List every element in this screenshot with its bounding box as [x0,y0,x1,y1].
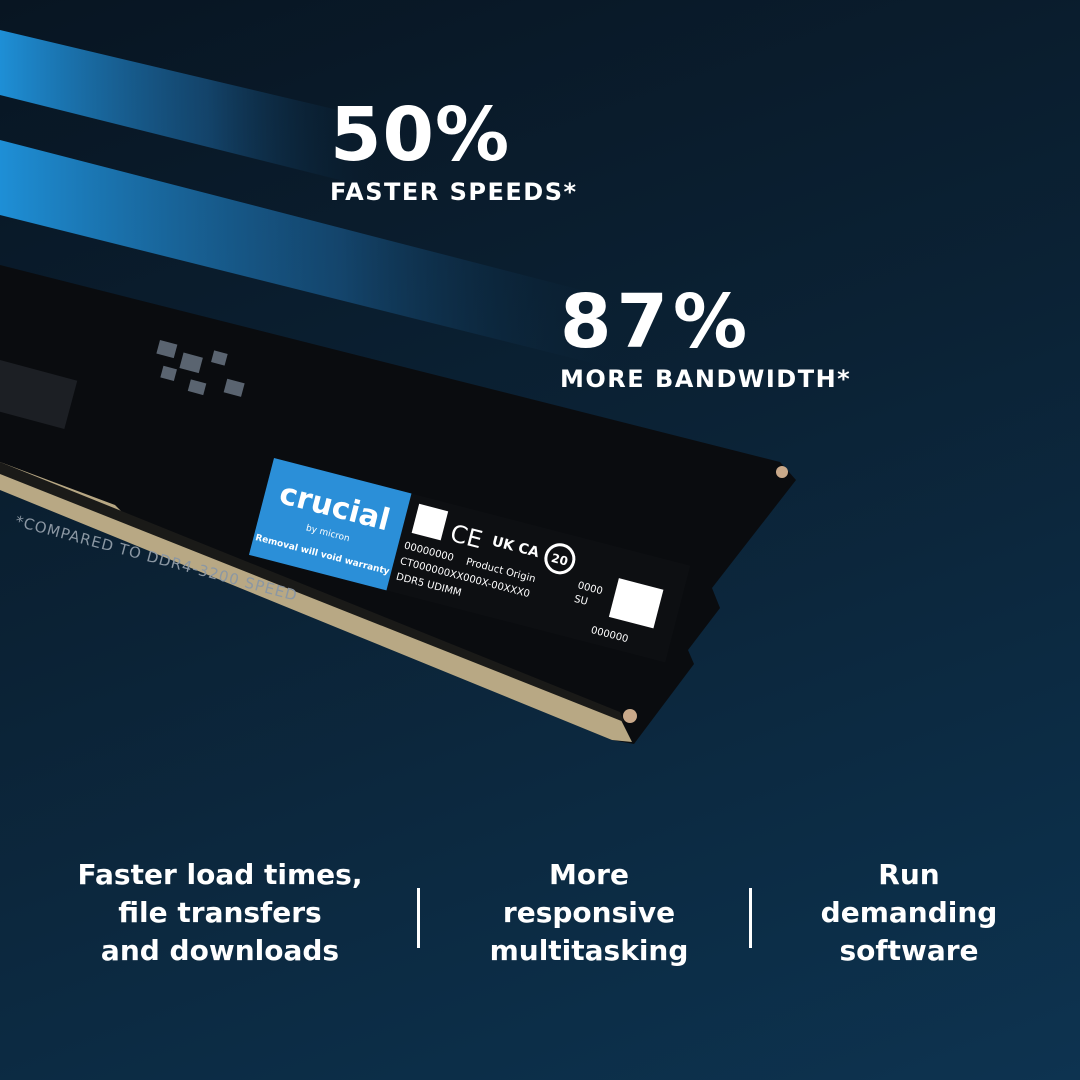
feature-line: software [839,934,979,967]
feature-line: multitasking [489,934,689,967]
light-streak [0,30,380,190]
recycle-number: 20 [550,551,570,569]
light-streak [0,140,620,370]
divider [417,888,420,948]
stat-speed: 50% FASTER SPEEDS* [330,98,578,204]
feature-line: responsive [502,896,676,929]
stat-value: 50% [330,92,511,178]
feature-load-times: Faster load times, file transfers and do… [60,856,380,970]
recycle-20-icon [544,543,576,575]
feature-line: demanding [820,896,998,929]
product-label: crucial by micron Removal will void warr… [248,457,691,663]
stat-value: 87% [560,279,753,365]
brand-label [248,458,412,591]
feature-line: Run [878,858,940,891]
feature-line: Faster load times, [77,858,363,891]
qr-code-icon [608,578,664,629]
code-2: SU [573,594,589,608]
feature-line: and downloads [100,934,340,967]
feature-multitasking: More responsive multitasking [429,856,749,970]
feature-software: Run demanding software [749,856,1069,970]
stat-label: MORE BANDWIDTH* [560,365,852,393]
stat-bandwidth: 87% MORE BANDWIDTH* [560,285,851,391]
stat-label: FASTER SPEEDS* [330,178,578,206]
divider [749,888,752,948]
feature-line: More [549,858,629,891]
qr-code-icon [411,503,449,541]
feature-line: file transfers [118,896,322,929]
